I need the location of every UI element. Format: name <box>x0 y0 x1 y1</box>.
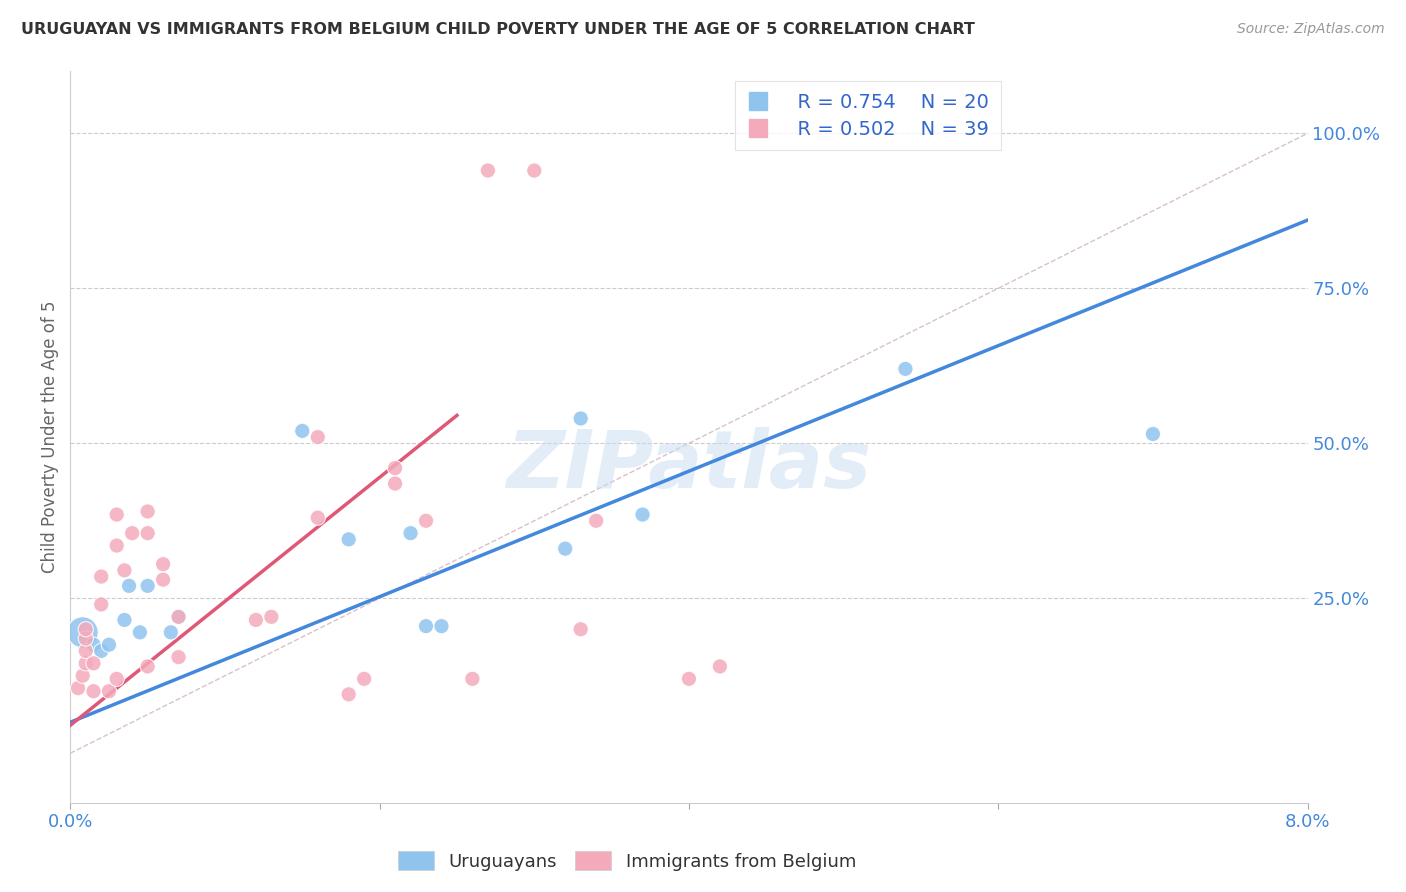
Point <box>118 579 141 593</box>
Point <box>75 632 97 646</box>
Point <box>114 563 135 577</box>
Point <box>585 514 607 528</box>
Point <box>167 650 190 665</box>
Point <box>129 625 152 640</box>
Point <box>82 638 105 652</box>
Point <box>307 430 329 444</box>
Point <box>136 579 159 593</box>
Point <box>477 163 499 178</box>
Point <box>894 362 917 376</box>
Point <box>75 644 97 658</box>
Point <box>569 622 592 636</box>
Point <box>136 659 159 673</box>
Legend: Uruguayans, Immigrants from Belgium: Uruguayans, Immigrants from Belgium <box>391 844 863 878</box>
Y-axis label: Child Poverty Under the Age of 5: Child Poverty Under the Age of 5 <box>41 301 59 574</box>
Point <box>631 508 654 522</box>
Text: ZIPatlas: ZIPatlas <box>506 427 872 506</box>
Point <box>384 461 406 475</box>
Point <box>82 684 105 698</box>
Point <box>82 657 105 671</box>
Point <box>1142 427 1164 442</box>
Point <box>709 659 731 673</box>
Point <box>72 625 94 640</box>
Point <box>67 681 90 695</box>
Text: URUGUAYAN VS IMMIGRANTS FROM BELGIUM CHILD POVERTY UNDER THE AGE OF 5 CORRELATIO: URUGUAYAN VS IMMIGRANTS FROM BELGIUM CHI… <box>21 22 974 37</box>
Point <box>160 625 183 640</box>
Point <box>90 569 112 583</box>
Point <box>121 526 143 541</box>
Point <box>337 533 360 547</box>
Point <box>260 610 283 624</box>
Point <box>461 672 484 686</box>
Point <box>136 526 159 541</box>
Point <box>415 514 437 528</box>
Point <box>136 504 159 518</box>
Point <box>98 638 120 652</box>
Point <box>384 476 406 491</box>
Point <box>337 687 360 701</box>
Text: Source: ZipAtlas.com: Source: ZipAtlas.com <box>1237 22 1385 37</box>
Point <box>307 510 329 524</box>
Point <box>167 610 190 624</box>
Point <box>152 573 174 587</box>
Point <box>569 411 592 425</box>
Point <box>152 557 174 571</box>
Point <box>90 598 112 612</box>
Point <box>98 684 120 698</box>
Point <box>523 163 546 178</box>
Point <box>430 619 453 633</box>
Point <box>105 672 128 686</box>
Point <box>105 539 128 553</box>
Point <box>114 613 135 627</box>
Point <box>72 669 94 683</box>
Point <box>291 424 314 438</box>
Point <box>105 508 128 522</box>
Point <box>353 672 375 686</box>
Point <box>75 657 97 671</box>
Point <box>554 541 576 556</box>
Point <box>75 622 97 636</box>
Point <box>678 672 700 686</box>
Point <box>90 644 112 658</box>
Point <box>399 526 422 541</box>
Point <box>415 619 437 633</box>
Point <box>245 613 267 627</box>
Point <box>167 610 190 624</box>
